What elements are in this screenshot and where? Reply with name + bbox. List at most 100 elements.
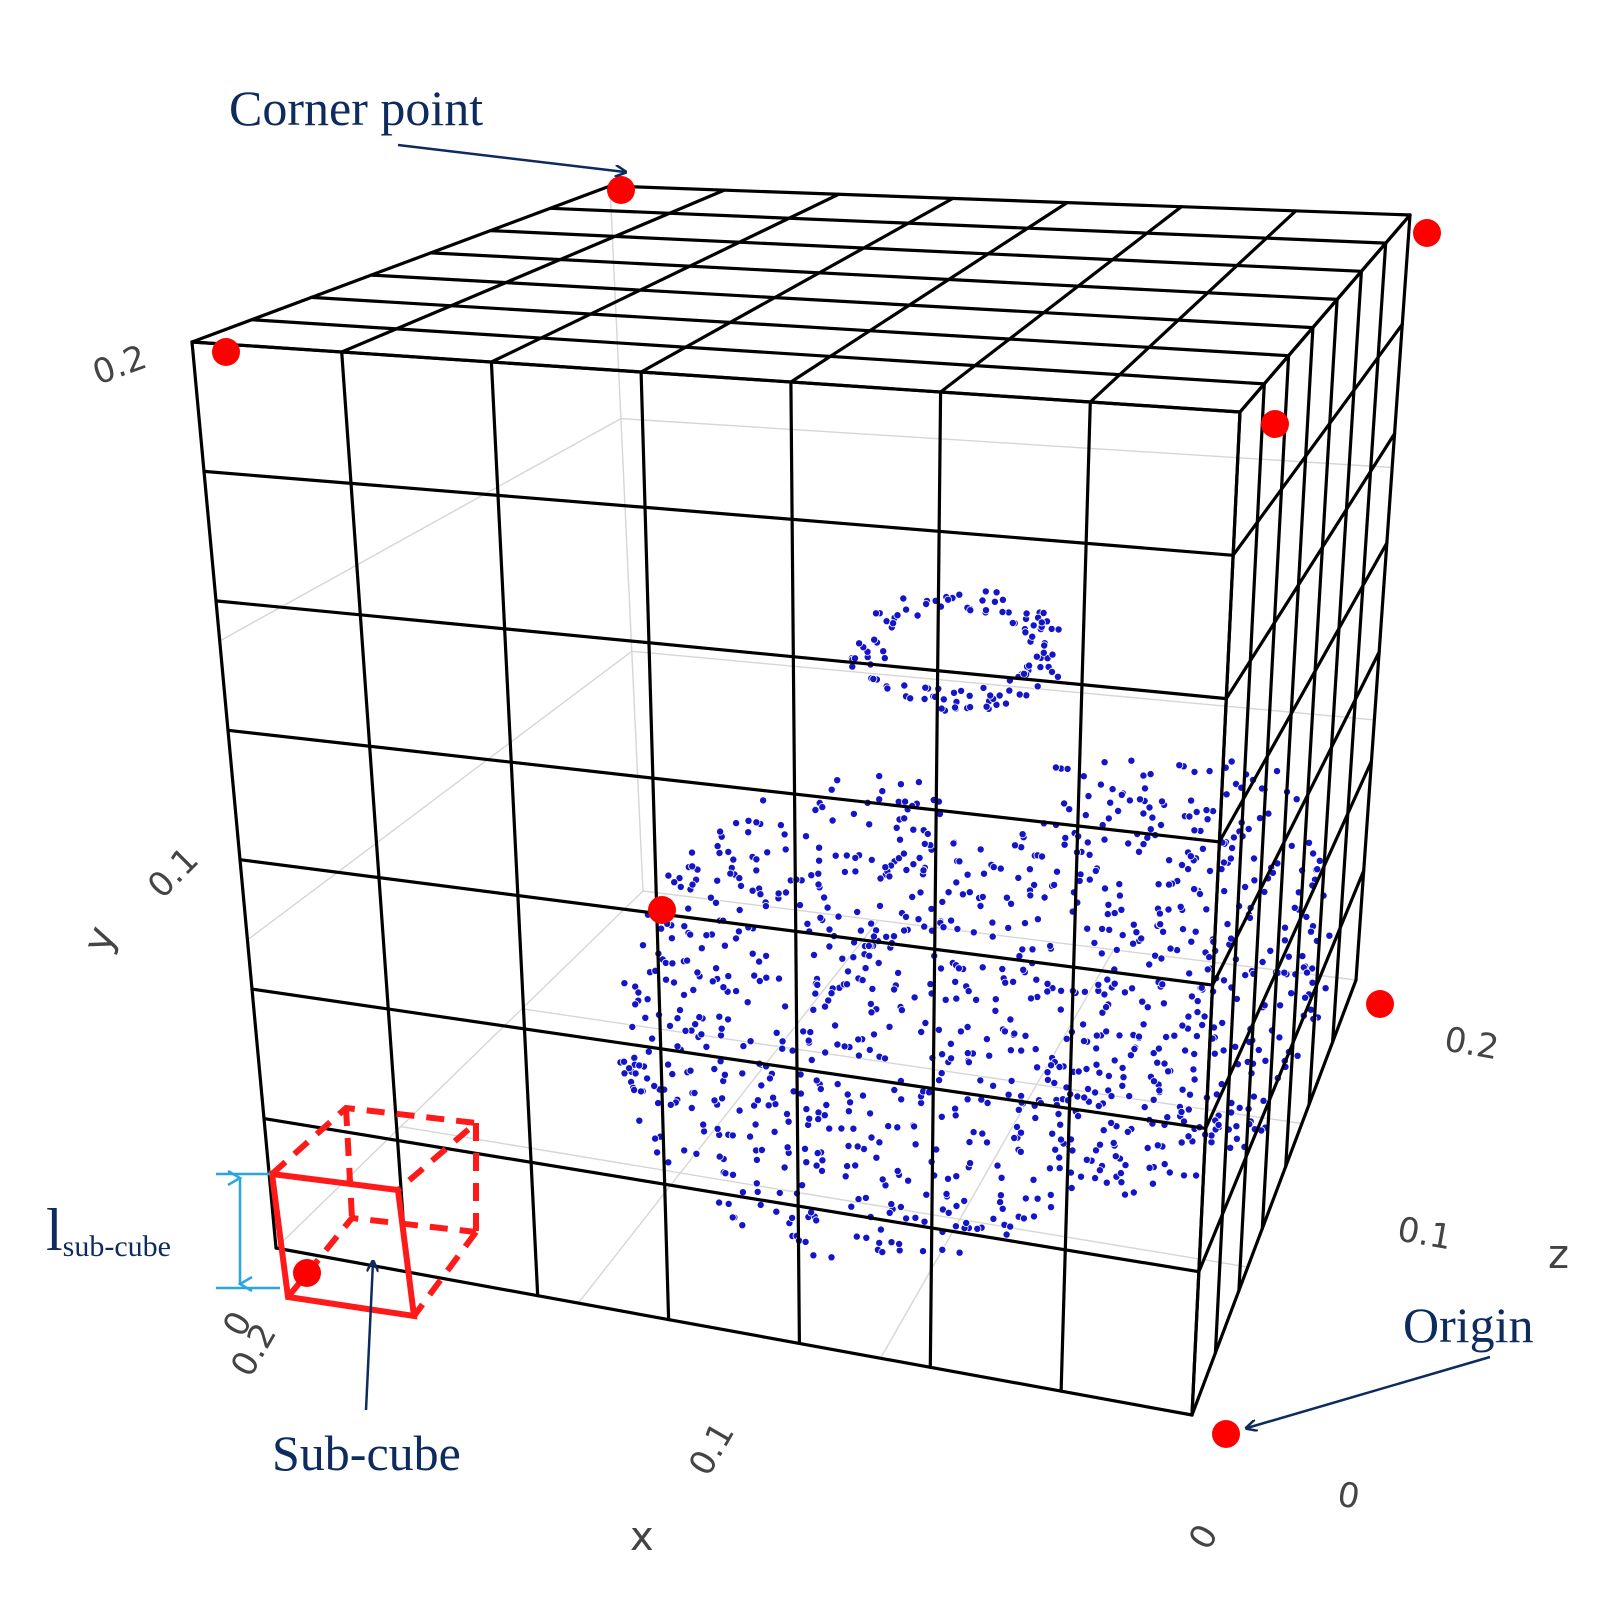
- cloud-point: [1244, 825, 1253, 834]
- cloud-point: [1110, 979, 1119, 988]
- cloud-point: [1209, 807, 1218, 816]
- cloud-point: [634, 988, 643, 997]
- cloud-point: [952, 878, 961, 887]
- cloud-point: [1258, 958, 1267, 967]
- cloud-point: [752, 866, 761, 875]
- cloud-point: [1025, 865, 1034, 874]
- cloud-point: [1184, 1105, 1193, 1114]
- cloud-point: [921, 1019, 930, 1028]
- top-face-line-u-0: [190, 184, 612, 344]
- cloud-point: [1232, 1134, 1241, 1143]
- cloud-point: [901, 797, 910, 806]
- cloud-point: [1157, 954, 1166, 963]
- cloud-point: [851, 853, 860, 862]
- cloud-point: [675, 874, 684, 883]
- cloud-point: [702, 1042, 711, 1051]
- cloud-point: [1010, 1029, 1019, 1038]
- cloud-point: [1054, 1110, 1063, 1119]
- cloud-point: [922, 1190, 931, 1199]
- cloud-point: [631, 1069, 640, 1078]
- cloud-point: [1261, 1056, 1270, 1065]
- cloud-point: [775, 1188, 784, 1197]
- cloud-point: [1173, 946, 1182, 955]
- cloud-point: [1250, 854, 1259, 863]
- cloud-point: [753, 1096, 762, 1105]
- cloud-point: [680, 990, 689, 999]
- cloud-point: [816, 1085, 825, 1094]
- cloud-point: [752, 818, 761, 827]
- cloud-point: [717, 1024, 726, 1033]
- cloud-point: [875, 1138, 884, 1147]
- cloud-point: [853, 908, 862, 917]
- cloud-point: [1061, 833, 1070, 842]
- sub-cube-label: Sub-cube: [272, 1425, 461, 1481]
- cloud-point: [949, 839, 958, 848]
- cloud-point: [1055, 1153, 1064, 1162]
- back-edge-bottom: [642, 890, 1357, 981]
- cloud-point: [969, 1128, 978, 1137]
- cloud-point: [1101, 884, 1110, 893]
- cloud-point: [982, 702, 991, 711]
- cloud-point: [992, 588, 1001, 597]
- cloud-point: [1214, 1120, 1223, 1129]
- cloud-point: [713, 876, 722, 885]
- cloud-point: [1099, 1126, 1108, 1135]
- cloud-point: [1178, 1085, 1187, 1094]
- cloud-point: [972, 995, 981, 1004]
- cloud-point: [869, 932, 878, 941]
- cloud-point: [755, 957, 764, 966]
- cloud-point: [878, 1248, 887, 1257]
- cloud-point: [764, 1101, 773, 1110]
- cloud-point: [1021, 919, 1030, 928]
- right-face-line-v-7: [1190, 978, 1358, 1417]
- cloud-point: [876, 1225, 885, 1234]
- origin-arrow: [1247, 1355, 1491, 1428]
- z-axis-title: z: [1548, 1232, 1569, 1278]
- cloud-point: [1273, 767, 1282, 776]
- cloud-point: [732, 819, 741, 828]
- cloud-point: [1056, 1005, 1065, 1014]
- z-tick-0.1: 0.1: [1394, 1209, 1454, 1258]
- cloud-point: [1190, 1050, 1199, 1059]
- cloud-point: [833, 1040, 842, 1049]
- cloud-point: [732, 987, 741, 996]
- cloud-point: [1085, 850, 1094, 859]
- cloud-point: [1074, 1067, 1083, 1076]
- cloud-point: [1154, 1044, 1163, 1053]
- cloud-point: [1155, 1086, 1164, 1095]
- cloud-point: [952, 1172, 961, 1181]
- cloud-point: [1192, 1171, 1201, 1180]
- cloud-point: [1181, 1046, 1190, 1055]
- right-face-line-v-1: [1231, 322, 1404, 557]
- cloud-point: [695, 1013, 704, 1022]
- cloud-point: [686, 1066, 695, 1075]
- cloud-point: [712, 964, 721, 973]
- cloud-point: [965, 888, 974, 897]
- cloud-point: [799, 1027, 808, 1036]
- cloud-point: [1126, 1051, 1135, 1060]
- cloud-point: [775, 974, 784, 983]
- cloud-point: [879, 647, 888, 656]
- cloud-point: [728, 1131, 737, 1140]
- cloud-point: [1190, 885, 1199, 894]
- cloud-point: [1020, 669, 1029, 678]
- cloud-point: [1048, 650, 1057, 659]
- cloud-point: [846, 1098, 855, 1107]
- cloud-point: [911, 1213, 920, 1222]
- cloud-point: [739, 1042, 748, 1051]
- cloud-point: [853, 1142, 862, 1151]
- cloud-point: [1139, 840, 1148, 849]
- cloud-point: [957, 686, 966, 695]
- cloud-point: [753, 1187, 762, 1196]
- cloud-point: [865, 820, 874, 829]
- sub-cube-arrow: [364, 1262, 373, 1411]
- cloud-point: [854, 1195, 863, 1204]
- cloud-point: [963, 1023, 972, 1032]
- cloud-point: [1118, 931, 1127, 940]
- corner-point-label: Corner point: [229, 80, 483, 136]
- cloud-point: [1178, 861, 1187, 870]
- cloud-point: [1266, 946, 1275, 955]
- cloud-point: [827, 1253, 836, 1262]
- cloud-point: [1117, 1178, 1126, 1187]
- front-face-line-v-7: [274, 1246, 1194, 1417]
